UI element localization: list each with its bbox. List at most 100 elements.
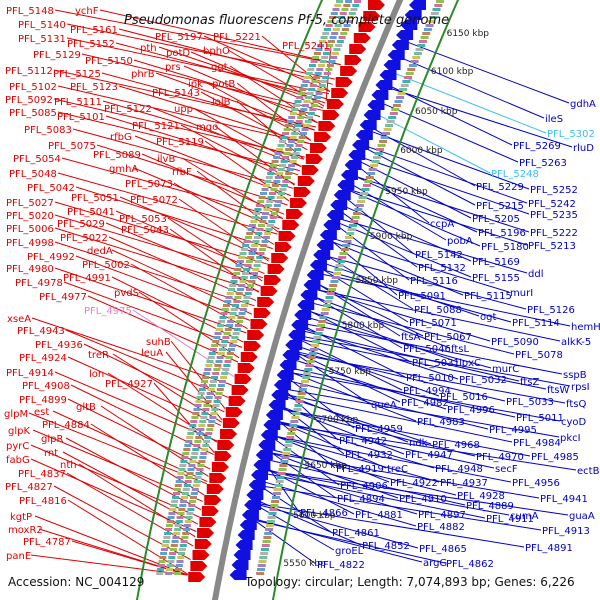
gene-label[interactable]: PFL_5269	[513, 141, 561, 152]
gene-label[interactable]: PFL_5102	[9, 82, 57, 93]
gene-label[interactable]: PFL_4837	[18, 469, 66, 480]
gene-label[interactable]: PFL_5213	[528, 241, 576, 252]
gene-label[interactable]: PFL_5252	[530, 185, 578, 196]
gene-label[interactable]: PFL_5029	[57, 219, 105, 230]
gene-label[interactable]: PFL_5161	[70, 25, 118, 36]
gene-label[interactable]: PFL_4924	[19, 353, 67, 364]
gene-label[interactable]: PFL_4891	[525, 543, 573, 554]
gene-label[interactable]: treC	[387, 464, 408, 475]
gene-label[interactable]: PFL_5016	[440, 392, 488, 403]
gene-label[interactable]: gltB	[76, 402, 96, 413]
gene-label[interactable]: PFL_5132	[418, 263, 466, 274]
gene-label[interactable]: PFL_4959	[355, 424, 403, 435]
gene-label[interactable]: ftsL	[451, 344, 469, 355]
gene-label[interactable]: moxR2	[8, 525, 43, 536]
gene-label[interactable]: kgtP	[10, 512, 32, 523]
gene-label[interactable]: PFL_4982	[401, 398, 449, 409]
gene-label[interactable]: PFL_5148	[6, 6, 54, 17]
gene-label[interactable]: PFL_4866	[300, 508, 348, 519]
gene-label[interactable]: pobA	[447, 236, 473, 247]
gene-label[interactable]: PFL_4992	[27, 252, 75, 263]
gene-label[interactable]: nth	[60, 460, 77, 471]
gene-label[interactable]: lon	[89, 369, 104, 380]
gene-label[interactable]: PFL_4913	[542, 526, 590, 537]
gene-label[interactable]: prs	[165, 62, 181, 73]
gene-label[interactable]: ftsA	[401, 332, 420, 343]
gene-label[interactable]: hemH	[571, 322, 600, 333]
gene-label[interactable]: PFL_5046	[403, 344, 451, 355]
gene-label[interactable]: cyoD	[561, 417, 587, 428]
gene-label[interactable]: murC	[492, 364, 519, 375]
gene-label[interactable]: rnt	[44, 448, 58, 459]
gene-label[interactable]: mqo	[196, 122, 218, 133]
gene-label[interactable]: PFL_5072	[130, 195, 178, 206]
gene-label[interactable]: PFL_5114	[512, 318, 560, 329]
gene-label[interactable]: rpsI	[571, 382, 590, 393]
gene-label[interactable]: PFL_5122	[104, 104, 152, 115]
gene-label[interactable]: PFL_4906	[340, 481, 388, 492]
gene-label[interactable]: PFL_5215	[476, 201, 524, 212]
gene-label[interactable]: PFL_5048	[9, 169, 57, 180]
gene-label[interactable]: guaA	[569, 511, 595, 522]
gene-label[interactable]: PFL_5075	[48, 141, 96, 152]
gene-label[interactable]: PFL_5205	[472, 214, 520, 225]
gene-label[interactable]: PFL_5020	[6, 211, 54, 222]
gene-label[interactable]: PFL_5032	[459, 375, 507, 386]
gene-label[interactable]: PFL_4941	[540, 494, 588, 505]
gene-label[interactable]: lpxC	[459, 358, 481, 369]
gene-label[interactable]: PFL_5123	[70, 82, 118, 93]
gene-label[interactable]: suhB	[146, 337, 171, 348]
gene-label[interactable]: upp	[174, 104, 193, 115]
gene-label[interactable]: PFL_5092	[5, 95, 53, 106]
gene-label[interactable]: lolB	[212, 97, 231, 108]
gene-label[interactable]: PFL_4908	[22, 381, 70, 392]
gene-label[interactable]: PFL_5027	[6, 198, 54, 209]
gene-label[interactable]: PFL_4932	[345, 450, 393, 461]
gene-label[interactable]: PFL_5053	[119, 214, 167, 225]
gene-label[interactable]: rfbF	[172, 167, 192, 178]
gene-label[interactable]: rluD	[573, 143, 594, 154]
gene-label[interactable]: PFL_5180	[481, 242, 529, 253]
gene-label[interactable]: PFL_5143	[152, 88, 200, 99]
gene-label[interactable]: ndk	[409, 438, 428, 449]
gene-label[interactable]: PFL_5051	[71, 193, 119, 204]
gene-label[interactable]: dedA	[87, 246, 113, 257]
gene-label[interactable]: PFL_4996	[447, 405, 495, 416]
gene-label[interactable]: sspB	[563, 370, 587, 381]
gene-label[interactable]: potD	[166, 48, 190, 59]
gene-label[interactable]: ychF	[75, 6, 99, 17]
gene-label[interactable]: ggt	[211, 62, 228, 73]
gene-label[interactable]: ccpA	[430, 219, 454, 230]
gene-label[interactable]: PFL_5242	[528, 199, 576, 210]
gene-label[interactable]: bphO	[203, 46, 230, 57]
gene-label[interactable]: PFL_5196	[478, 228, 526, 239]
gene-label[interactable]: PFL_4994	[403, 386, 451, 397]
gene-label[interactable]: PFL_4975	[84, 306, 132, 317]
gene-label[interactable]: PFL_4787	[23, 537, 71, 548]
gene-label[interactable]: PFL_4998	[6, 238, 54, 249]
gene-label[interactable]: PFL_4911	[486, 514, 534, 525]
gene-label[interactable]: PFL_5071	[409, 318, 457, 329]
gene-label[interactable]: PFL_5126	[527, 305, 575, 316]
gene-label[interactable]: PFL_4899	[19, 395, 67, 406]
gene-label[interactable]: est	[34, 407, 49, 418]
gene-label[interactable]: PFL_5006	[6, 224, 54, 235]
gene-label[interactable]: glpM	[4, 409, 28, 420]
gene-label[interactable]: PFL_4894	[337, 494, 385, 505]
gene-label[interactable]: PFL_4881	[355, 510, 403, 521]
gene-label[interactable]: PFL_5002	[82, 260, 130, 271]
gene-label[interactable]: pth	[140, 43, 157, 54]
gene-label[interactable]: PFL_4922	[390, 478, 438, 489]
gene-label[interactable]: pvdS	[114, 288, 139, 299]
gene-label[interactable]: groEL	[335, 546, 364, 557]
gene-label[interactable]: PFL_5229	[476, 182, 524, 193]
gene-label[interactable]: PFL_4884	[42, 420, 90, 431]
gene-label[interactable]: ileS	[545, 114, 563, 125]
gene-label[interactable]: PFL_5129	[33, 50, 81, 61]
gene-label[interactable]: PFL_5054	[13, 154, 61, 165]
gene-label[interactable]: xseA	[7, 314, 31, 325]
gene-label[interactable]: PFL_4978	[15, 278, 63, 289]
gene-label[interactable]: PFL_5155	[472, 273, 520, 284]
gene-label[interactable]: PFL_5248	[491, 169, 539, 180]
gene-label[interactable]: PFL_4910	[399, 494, 447, 505]
